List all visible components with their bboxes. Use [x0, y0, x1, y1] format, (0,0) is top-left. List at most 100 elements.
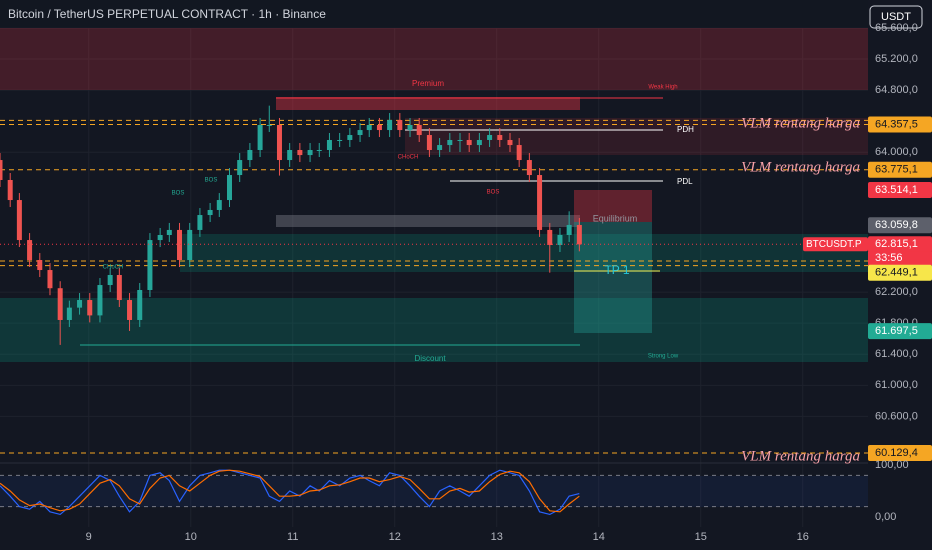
candle-body	[516, 145, 522, 161]
candle-body	[316, 150, 322, 152]
annotation: BOS	[172, 191, 185, 197]
countdown: 33:56	[875, 252, 903, 264]
candle-body	[207, 209, 213, 216]
price-label: 60.129,4	[875, 447, 918, 459]
price-label: 64.357,5	[875, 118, 918, 130]
price-label-box	[868, 116, 932, 133]
annotation: PDH	[677, 125, 694, 134]
y-tick-label: 60.600,0	[875, 410, 918, 422]
vlm-label: VLM rentang harga	[741, 448, 860, 464]
candle-body	[357, 130, 363, 136]
candle-body	[526, 160, 532, 176]
candle-body	[247, 150, 253, 161]
candle-body	[487, 135, 493, 140]
symbol-box	[803, 237, 868, 252]
price-label: 61.697,5	[875, 325, 918, 337]
price-label-box	[868, 323, 932, 340]
candle-body	[197, 215, 203, 230]
y-tick-label: 64.800,0	[875, 84, 918, 96]
price-label: 62.449,1	[875, 267, 918, 279]
candle-body	[507, 139, 513, 146]
candle-body	[0, 160, 3, 180]
annotation: Discount	[414, 354, 446, 363]
marks	[0, 105, 868, 516]
candle-body	[157, 234, 163, 241]
candle-body	[466, 139, 472, 146]
y-tick-label: 61.000,0	[875, 379, 918, 391]
candle-body	[576, 224, 582, 245]
target-zone	[574, 222, 652, 333]
x-tick-label: 15	[695, 531, 707, 543]
candle-body	[287, 150, 293, 161]
candle-body	[566, 224, 572, 235]
candle-body	[187, 229, 193, 261]
oscillator-line	[0, 469, 580, 516]
price-label-box	[868, 444, 932, 461]
price-label: 63.059,8	[875, 219, 918, 231]
candle-body	[116, 275, 122, 301]
oscillator-band	[0, 476, 868, 507]
x-tick-label: 13	[491, 531, 503, 543]
supply-zone	[405, 118, 868, 155]
y-tick-label: 0,00	[875, 511, 896, 523]
candle-body	[437, 145, 443, 151]
header-bar	[0, 0, 868, 28]
vlm-label: VLM rentang harga	[741, 115, 860, 131]
annotation: Strong Low	[648, 354, 679, 360]
candle-body	[297, 150, 303, 156]
y-tick-label: 64.000,0	[875, 146, 918, 158]
x-tick-label: 16	[797, 531, 809, 543]
candle-body	[147, 240, 153, 290]
currency-button[interactable]	[869, 5, 923, 29]
candle-body	[166, 229, 172, 235]
weak-high-block	[276, 97, 580, 110]
price-label-box	[868, 236, 932, 253]
y-tick-label: 65.200,0	[875, 53, 918, 65]
candle-body	[416, 124, 422, 136]
annotation: CHoCH	[398, 155, 419, 161]
x-tick-label: 10	[185, 531, 197, 543]
y-tick-label: 100,00	[875, 459, 909, 471]
currency-button-label[interactable]: USDT	[881, 11, 911, 23]
candle-body	[237, 160, 243, 176]
candle-body	[226, 175, 232, 201]
candle-body	[476, 139, 482, 146]
candle-body	[47, 270, 53, 289]
annotation: Weak High	[648, 85, 677, 91]
vlm-label: VLM rentang harga	[741, 159, 860, 175]
candle-body	[16, 200, 22, 241]
price-label: 63.514,1	[875, 184, 918, 196]
candle-body	[97, 285, 103, 316]
candle-body	[307, 150, 313, 156]
candle-body	[497, 135, 503, 140]
candle-body	[137, 289, 143, 320]
price-label-box	[868, 217, 932, 234]
countdown-box	[868, 251, 932, 266]
candle-body	[407, 124, 413, 131]
annotation: TP 1	[604, 263, 629, 277]
candle-body	[266, 124, 272, 126]
candle-body	[27, 240, 33, 261]
candle-body	[276, 124, 282, 161]
x-tick-label: 9	[86, 531, 92, 543]
candle-body	[557, 234, 563, 246]
candle-body	[7, 179, 13, 201]
discount-zone	[0, 298, 868, 362]
annotation: Premium	[412, 79, 444, 88]
price-label-box	[868, 182, 932, 199]
candle-body	[257, 124, 263, 151]
y-tick-label: 65.600,0	[875, 22, 918, 34]
annotation: CHoCH	[103, 265, 124, 271]
candle-body	[66, 307, 72, 320]
candle-body	[397, 120, 403, 131]
candle-body	[347, 135, 353, 140]
candle-body	[447, 139, 453, 146]
price-label-box	[868, 161, 932, 178]
candle-body	[177, 229, 183, 261]
annotation: BOS	[205, 178, 218, 184]
annotation: PDL	[677, 177, 693, 186]
symbol-label: BTCUSDT.P	[806, 239, 862, 250]
candle-body	[426, 135, 432, 151]
